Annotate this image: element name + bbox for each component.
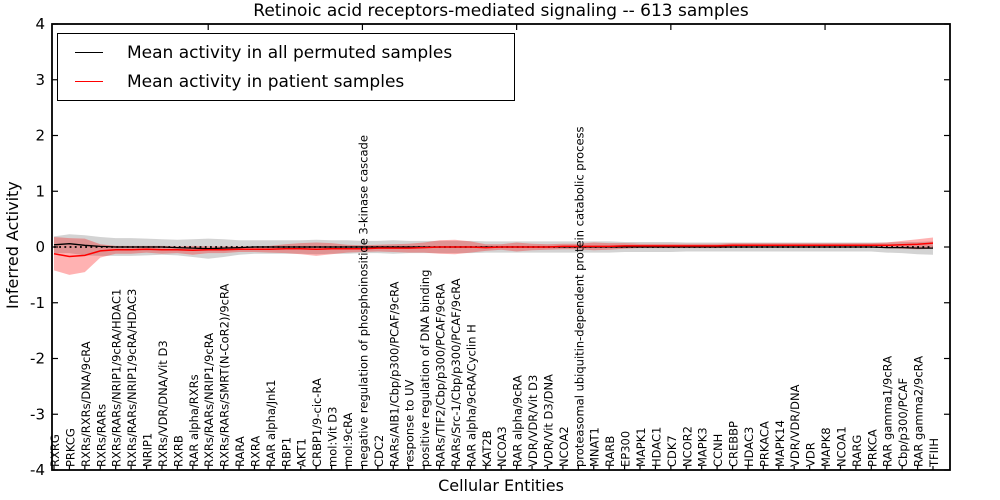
x-tick-label: RXRs/RARs/SMRT(N-CoR2)/9cRA (218, 283, 232, 467)
y-tick-label: -2 (30, 350, 45, 368)
x-tick-label: HDAC3 (742, 427, 756, 467)
y-tick-labels: -4 -3 -2 -1 0 1 2 3 4 (30, 15, 45, 479)
x-tick-label: mol:9cRA (341, 413, 355, 467)
y-axis-label: Inferred Activity (3, 181, 22, 309)
x-tick-label: MAPK1 (634, 427, 648, 467)
legend-label: Mean activity in all permuted samples (127, 42, 453, 63)
x-tick-label: mol:Vit D3 (326, 407, 340, 467)
x-tick-label: VDR/VDR/Vit D3 (526, 375, 540, 467)
y-tick-label: 2 (35, 127, 45, 145)
x-tick-label: NCOA1 (834, 426, 848, 467)
legend-item-patient: Mean activity in patient samples (58, 67, 514, 96)
x-tick-label: KAT2B (480, 430, 494, 467)
x-tick-label: RAR gamma2/9cRA (912, 356, 926, 467)
x-tick-label: negative regulation of phosphoinositide … (356, 135, 370, 467)
x-tick-label: NCOR2 (680, 426, 694, 467)
x-tick-label: RXRs/RXRs/DNA/9cRA (79, 341, 93, 467)
x-tick-label: positive regulation of DNA binding (418, 270, 432, 467)
x-tick-label: VDR (804, 442, 818, 467)
x-tick-label: RXRG (48, 434, 62, 467)
y-tick-label: -4 (30, 461, 45, 479)
x-tick-label: PRKCG (63, 428, 77, 467)
x-tick-label: RXRA (248, 436, 262, 467)
x-tick-label: PRKCA (865, 429, 879, 467)
patient-mean-line (53, 242, 934, 258)
y-tick-label: 3 (35, 71, 45, 89)
x-tick-label: RARs/AIB1/Cbp/p300/PCAF/9cRA (387, 281, 401, 467)
x-tick-label: MNAT1 (588, 427, 602, 467)
x-tick-label: RARs/Src-1/Cbp/p300/PCAF/9cRA (449, 278, 463, 467)
x-tick-label: RAR gamma1/9cRA (881, 356, 895, 467)
legend: Mean activity in all permuted samples Me… (57, 33, 515, 101)
x-tick-label: RXRs/RARs (94, 404, 108, 467)
y-tick-label: 4 (35, 15, 45, 33)
x-tick-label: RXRs/RARs/NRIP1/9cRA (202, 333, 216, 467)
chart-title: Retinoic acid receptors-mediated signali… (253, 1, 749, 21)
y-tick-label: -1 (30, 294, 45, 312)
x-tick-label: MAPK3 (696, 427, 710, 467)
x-tick-label: RAR alpha/9cRA (511, 375, 525, 467)
x-tick-label: RAR alpha/Jnk1 (264, 380, 278, 467)
x-tick-label: AKT1 (295, 438, 309, 467)
x-tick-label: CDC2 (372, 435, 386, 467)
x-tick-label: CDK7 (665, 435, 679, 467)
x-tick-label: MAPK8 (819, 427, 833, 467)
axis-ticks (52, 23, 950, 471)
y-tick-label: 0 (35, 238, 45, 256)
y-tick-label: -3 (30, 405, 45, 423)
x-tick-label: RAR alpha/9cRA/Cyclin H (464, 324, 478, 467)
x-tick-label: HDAC1 (649, 427, 663, 467)
x-tick-label: CCNH (711, 434, 725, 467)
x-tick-label: TFIIH (927, 438, 941, 468)
x-tick-label: RXRs/RARs/NRIP1/9cRA/HDAC1 (110, 289, 124, 467)
x-tick-labels: RXRG PRKCG RXRs/RXRs/DNA/9cRA RXRs/RARs RXRs… (48, 126, 941, 468)
x-tick-label: proteasomal ubiquitin-dependent protein … (572, 126, 586, 467)
legend-label: Mean activity in patient samples (127, 71, 405, 92)
x-axis-label: Cellular Entities (438, 476, 564, 495)
x-tick-label: NCOA2 (557, 426, 571, 467)
x-tick-label: CREBBP (727, 421, 741, 467)
x-tick-label: NRIP1 (141, 433, 155, 467)
x-tick-label: RXRs/RARs/NRIP1/9cRA/HDAC3 (125, 289, 139, 467)
permuted-line-swatch (75, 52, 103, 53)
x-tick-label: RARs/TIF2/Cbp/p300/PCAF/9cRA (434, 283, 448, 467)
x-tick-label: MAPK14 (773, 420, 787, 467)
y-tick-label: 1 (35, 182, 45, 200)
x-tick-label: PRKACA (757, 421, 771, 467)
x-tick-label: NCOA3 (495, 426, 509, 467)
patient-line-swatch (75, 81, 103, 82)
x-tick-label: RARA (233, 436, 247, 467)
x-tick-label: response to UV (403, 379, 417, 467)
x-tick-label: VDR/VDR/DNA (788, 384, 802, 467)
legend-item-permuted: Mean activity in all permuted samples (58, 38, 514, 67)
x-tick-label: Cbp/p300/PCAF (896, 378, 910, 467)
x-tick-label: RARB (603, 436, 617, 467)
x-tick-label: RXRB (171, 435, 185, 467)
x-tick-label: VDR/Vit D3/DNA (541, 374, 555, 467)
x-tick-label: EP300 (619, 431, 633, 467)
x-tick-label: RBP1 (279, 437, 293, 467)
x-tick-label: RARG (850, 435, 864, 467)
x-tick-label: CRBP1/9-cic-RA (310, 378, 324, 467)
x-tick-label: RAR alpha/RXRs (187, 374, 201, 467)
x-tick-label: RXRs/VDR/DNA/Vit D3 (156, 340, 170, 467)
